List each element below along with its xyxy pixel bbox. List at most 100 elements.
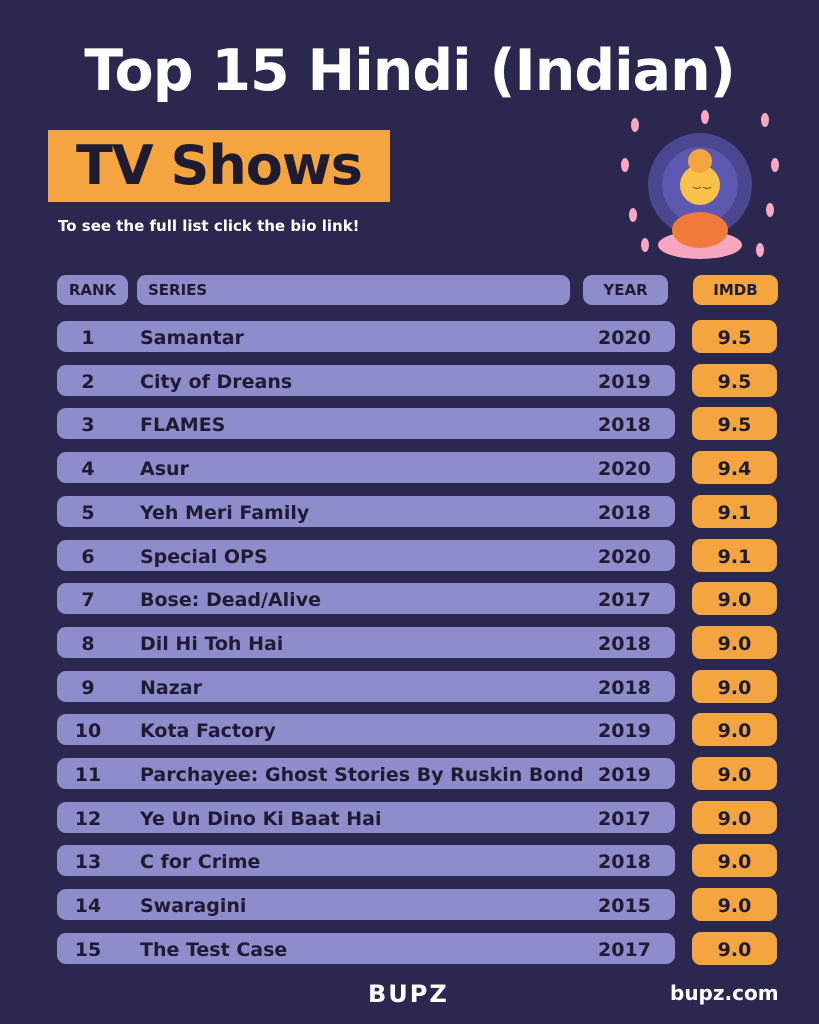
column-header: SERIES [137, 275, 570, 305]
site: bupz.com [670, 981, 779, 1005]
imdb-bar [692, 625, 777, 659]
imdb-bar [692, 713, 777, 747]
rank: 13 [74, 851, 102, 874]
imdb: 9.1 [717, 545, 752, 568]
imdb: 9.0 [717, 895, 752, 918]
rank: 6 [81, 545, 95, 568]
row-bar [57, 670, 675, 702]
series: The Test Case [140, 938, 288, 961]
imdb-bar [692, 800, 777, 834]
year: 2018 [598, 676, 651, 699]
column-header: RANK [57, 275, 128, 305]
imdb-bar [692, 844, 777, 878]
row-bar [57, 626, 675, 658]
imdb-bar [692, 320, 777, 353]
row-bar [57, 408, 675, 440]
row-bar [57, 801, 675, 833]
year: 2015 [598, 895, 651, 918]
rank: 11 [74, 764, 102, 786]
series: City of Dreans [140, 370, 293, 393]
rank: 4 [81, 458, 95, 481]
imdb-bar [692, 931, 777, 965]
row-bar [57, 889, 675, 921]
year: 2018 [598, 414, 651, 437]
imdb: 9.5 [717, 414, 752, 437]
series: Swaragini [140, 895, 247, 918]
highlight: TV Shows [48, 130, 390, 202]
rank: 9 [81, 676, 95, 699]
year: 2017 [598, 807, 651, 830]
title: Top 15 Hindi (Indian) [84, 38, 736, 104]
imdb: 9.0 [717, 851, 752, 874]
buddha-illustration [621, 110, 779, 259]
imdb: 9.0 [717, 632, 752, 655]
imdb-bar [692, 538, 777, 572]
rank: 12 [74, 807, 102, 830]
imdb: 9.4 [717, 458, 752, 481]
column-header: IMDB [693, 275, 778, 305]
row-bar [57, 583, 675, 615]
imdb: 9.0 [717, 589, 752, 612]
rank: 15 [74, 938, 102, 961]
series: Dil Hi Toh Hai [140, 632, 284, 655]
rank: 5 [81, 501, 95, 524]
row-bar [57, 321, 675, 352]
series: Nazar [140, 676, 202, 699]
series: Samantar [140, 327, 244, 349]
year: 2017 [598, 589, 651, 612]
row-bar [57, 495, 675, 527]
year: 2020 [598, 545, 651, 568]
year: 2019 [598, 764, 651, 786]
rank: 10 [74, 720, 102, 743]
logo: BUPZ [368, 980, 449, 1008]
series: Ye Un Dino Ki Baat Hai [140, 807, 382, 830]
series: Asur [140, 458, 189, 481]
rank: 8 [81, 632, 95, 655]
year: 2019 [598, 370, 651, 393]
series: C for Crime [140, 851, 261, 874]
year: 2020 [598, 458, 651, 481]
imdb: 9.0 [717, 938, 752, 961]
imdb-bar [692, 363, 777, 397]
imdb-bar [692, 669, 777, 703]
series: Bose: Dead/Alive [140, 589, 321, 612]
row-bar [57, 364, 675, 396]
imdb: 9.5 [717, 327, 752, 349]
year: 2019 [598, 720, 651, 743]
year: 2017 [598, 938, 651, 961]
row-bar [57, 932, 675, 964]
rank: 3 [81, 414, 95, 437]
imdb: 9.1 [717, 501, 752, 524]
imdb-bar [692, 407, 777, 441]
year: 2018 [598, 851, 651, 874]
imdb: 9.0 [717, 676, 752, 699]
subtitle: To see the full list click the bio link! [58, 217, 360, 235]
series: FLAMES [140, 414, 226, 437]
imdb-bar [692, 757, 777, 790]
rank: 2 [81, 370, 95, 393]
year: 2018 [598, 501, 651, 524]
year: 2018 [598, 632, 651, 655]
imdb-bar [692, 451, 777, 485]
row-bar [57, 845, 675, 877]
rank: 1 [81, 327, 95, 349]
series: Parchayee: Ghost Stories By Ruskin Bond [140, 764, 584, 786]
imdb-bar [692, 888, 777, 922]
rank: 14 [74, 895, 102, 918]
imdb: 9.0 [717, 807, 752, 830]
imdb: 9.5 [717, 370, 752, 393]
row-bar [57, 714, 675, 746]
row-bar [57, 539, 675, 571]
imdb-bar [692, 582, 777, 616]
series: Special OPS [140, 545, 268, 568]
imdb-bar [692, 494, 777, 528]
series: Kota Factory [140, 720, 276, 743]
series: Yeh Meri Family [140, 501, 310, 524]
column-header: YEAR [583, 275, 668, 305]
row-bar [57, 452, 675, 484]
rank: 7 [81, 589, 95, 612]
row-bar [57, 758, 675, 789]
imdb: 9.0 [717, 720, 752, 743]
year: 2020 [598, 327, 651, 349]
